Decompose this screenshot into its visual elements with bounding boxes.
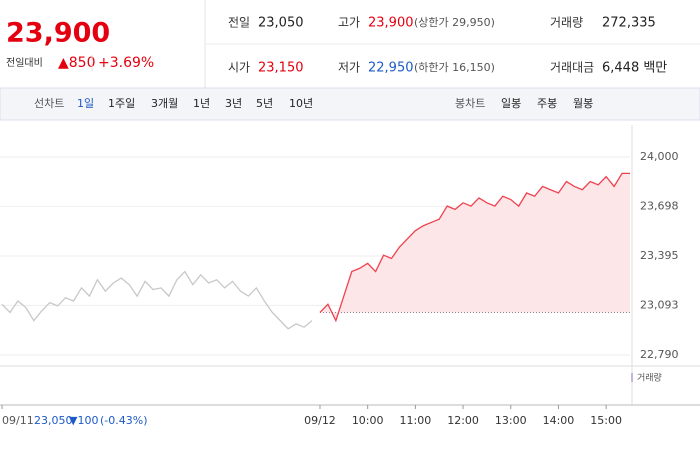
price-line [1, 270, 313, 330]
stat-value: 6,448 백만 [602, 61, 667, 76]
y-tick-label: 23,698 [640, 199, 679, 212]
tab[interactable]: 일봉 [501, 96, 521, 110]
change-pct: +3.69% [98, 55, 154, 71]
stat-value: 272,335 [602, 16, 656, 31]
stat-label: 전일 [228, 16, 250, 30]
stat-value: 22,950 [368, 61, 414, 76]
stat-note: (상한가 29,950) [414, 16, 495, 29]
footer-price: 23,050 [34, 414, 73, 427]
stat-value: 23,050 [258, 16, 304, 31]
x-tick-label: 15:00 [590, 414, 622, 427]
tab[interactable]: 1주일 [108, 96, 135, 110]
x-tick-label: 14:00 [543, 414, 575, 427]
y-tick-label: 23,093 [640, 298, 679, 311]
change: ▲850 [58, 55, 96, 71]
stat-label: 거래대금 [550, 61, 594, 75]
tab-group-label: 봉차트 [455, 97, 485, 110]
tab[interactable]: 3개월 [151, 97, 178, 110]
change-label: 전일대비 [6, 57, 43, 69]
footer-change: ▼100 [69, 414, 98, 427]
price: 23,900 [6, 18, 110, 49]
tab[interactable]: 1일 [77, 96, 94, 110]
tab[interactable]: 10년 [289, 97, 313, 110]
tab[interactable]: 3년 [225, 97, 242, 110]
stat-label: 시가 [228, 61, 250, 75]
tab[interactable]: 5년 [256, 97, 273, 110]
y-tick-label: 24,000 [640, 150, 679, 163]
stat-value: 23,150 [258, 61, 304, 76]
x-tick-label: 11:00 [400, 414, 432, 427]
x-tick-label: 13:00 [495, 414, 527, 427]
y-tick-label: 22,790 [640, 348, 679, 361]
volume-legend: 거래량 [637, 372, 662, 384]
stat-label: 고가 [338, 16, 360, 30]
stat-note: (하한가 16,150) [414, 60, 495, 74]
y-tick-label: 23,395 [640, 249, 679, 262]
stat-label: 저가 [338, 61, 360, 75]
stat-value: 23,900 [368, 16, 414, 31]
tab-group-label: 선차트 [34, 97, 64, 110]
tab[interactable]: 주봉 [537, 97, 557, 110]
tab-bar [0, 87, 700, 121]
tab[interactable]: 월봉 [573, 97, 593, 110]
x-tick-label: 12:00 [447, 414, 479, 427]
stat-label: 거래량 [550, 16, 583, 30]
footer-pct: (-0.43%) [100, 414, 148, 427]
footer-date: 09/11 [2, 414, 34, 427]
price-line [319, 172, 630, 323]
area-fill [319, 173, 630, 321]
x-tick-label: 09/12 [304, 414, 336, 427]
x-tick-label: 10:00 [352, 414, 384, 427]
tab[interactable]: 1년 [193, 97, 210, 110]
